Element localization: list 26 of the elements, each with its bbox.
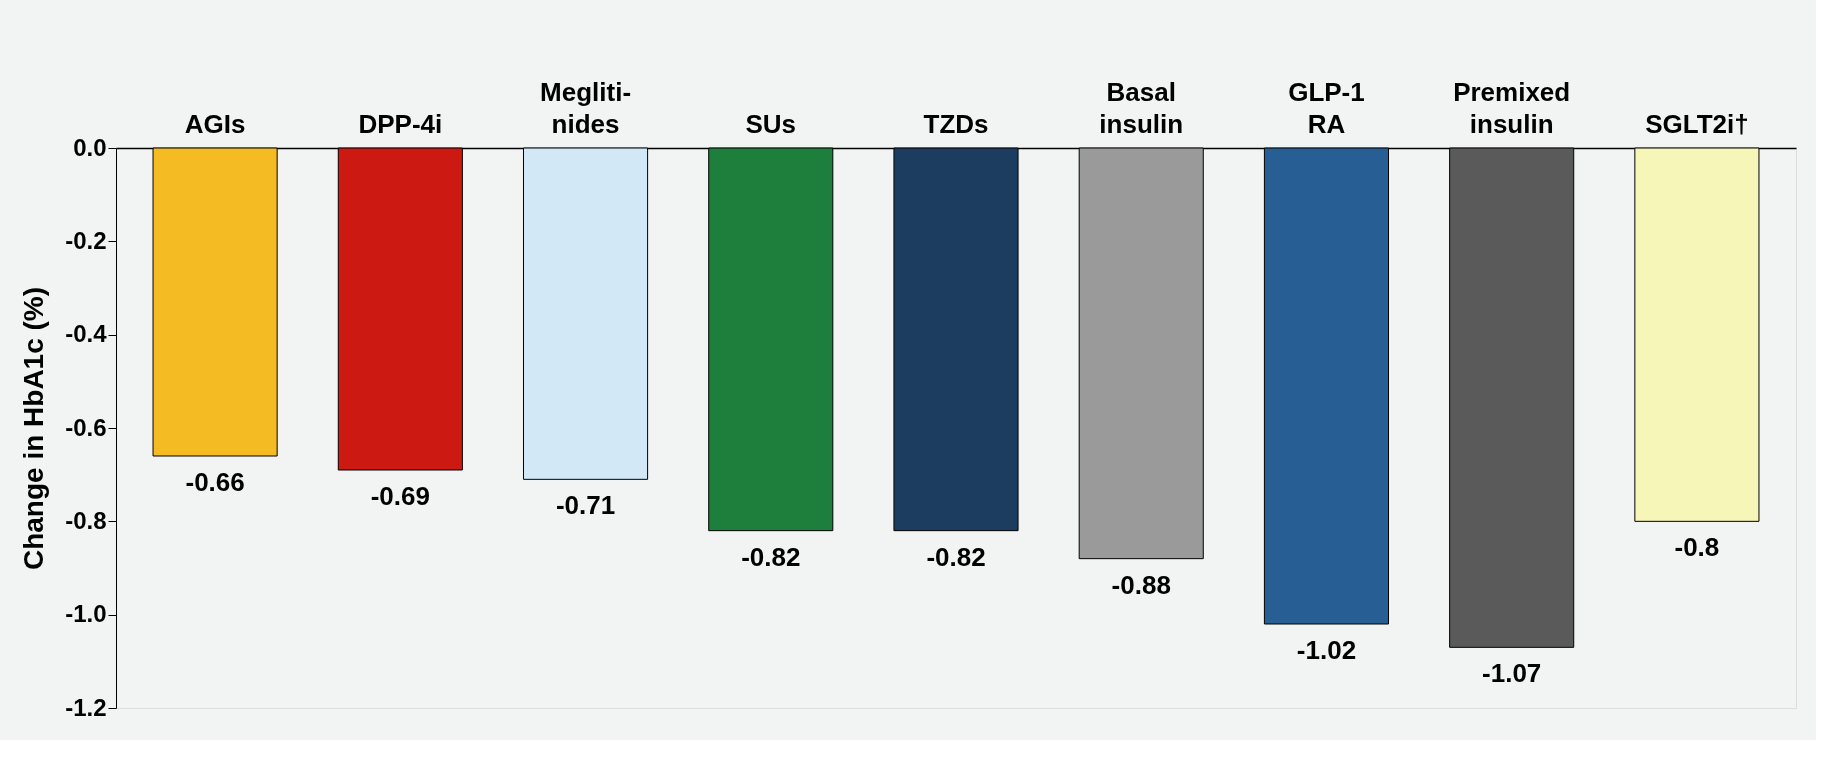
y-tick-label: -1.2 (65, 693, 107, 721)
y-axis-title: Change in HbA1c (%) (18, 286, 50, 571)
data-label: -1.02 (1296, 635, 1357, 665)
x-tick-label: Megliti- nides (540, 77, 632, 139)
data-label: -0.71 (555, 490, 616, 521)
x-tick-label: SGLT2i† (1645, 109, 1749, 139)
y-tick-label: -0.4 (65, 320, 108, 348)
data-label: -1.07 (1482, 658, 1542, 689)
x-tick-label: AGIs (184, 109, 246, 139)
y-tick-label: -0.2 (65, 226, 107, 254)
x-tick-label: Premixed insulin (1453, 77, 1571, 139)
y-tick-label: -1.0 (65, 600, 107, 628)
x-tick-label: SUs (745, 109, 797, 139)
data-label: -0.8 (1674, 532, 1720, 563)
x-tick-label: DPP-4i (358, 109, 443, 139)
data-label: -0.88 (1111, 569, 1171, 600)
x-tick-label: Basal insulin (1099, 77, 1184, 139)
data-label: -0.69 (370, 481, 430, 511)
x-tick-label: GLP-1 RA (1288, 77, 1365, 139)
y-tick-label: -0.6 (65, 413, 107, 441)
data-label: -0.82 (741, 541, 801, 572)
data-label: -0.66 (185, 467, 245, 497)
y-tick-label: 0.0 (73, 133, 107, 161)
y-tick-label: -0.8 (65, 506, 107, 534)
x-tick-label: TZDs (923, 109, 989, 139)
data-label: -0.82 (926, 541, 986, 572)
